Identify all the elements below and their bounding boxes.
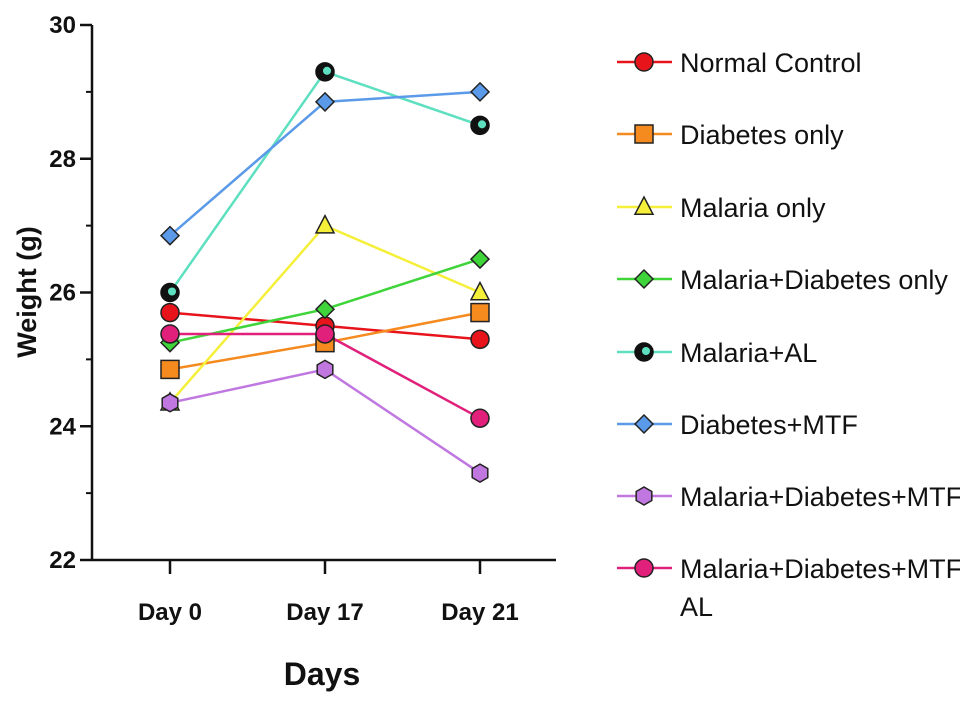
y-tick-label: 22 xyxy=(49,547,76,574)
data-point xyxy=(315,62,335,82)
data-point xyxy=(635,486,653,506)
series-markers xyxy=(159,62,491,483)
legend-label-line: Malaria+Diabetes+MTF+ xyxy=(680,554,960,584)
data-point xyxy=(633,195,655,215)
data-point xyxy=(634,52,654,72)
data-point xyxy=(469,280,491,301)
legend-item: Malaria only xyxy=(617,193,826,223)
y-tick-label: 28 xyxy=(49,146,76,173)
data-point-core xyxy=(322,66,332,75)
series-lines xyxy=(168,70,481,475)
y-tick-label: 24 xyxy=(49,413,76,440)
legend-label: Diabetes only xyxy=(680,120,844,150)
data-point xyxy=(634,342,654,362)
legend-item: Normal Control xyxy=(617,48,862,78)
legend-item: Malaria+AL xyxy=(617,338,817,368)
legend-label-line: AL xyxy=(680,592,713,622)
data-point xyxy=(469,249,491,270)
legend-label: Diabetes+MTF xyxy=(680,410,858,440)
x-tick-label: Day 17 xyxy=(286,599,363,626)
data-point xyxy=(470,115,490,136)
axes: 22 24 26 28 30 Day 0 Day 17 Day 21 Days Weight (g… xyxy=(12,12,556,692)
legend-label: Malaria+Diabetes+MTF+ AL xyxy=(680,554,960,622)
legend-label: Normal Control xyxy=(680,48,862,78)
legend-label: Malaria+Diabetes only xyxy=(680,265,948,295)
legend-label: Malaria+Diabetes+MTF xyxy=(680,482,960,512)
data-point xyxy=(159,225,181,246)
y-axis-title: Weight (g) xyxy=(12,226,42,357)
x-tick-label: Day 0 xyxy=(138,599,202,626)
legend-label: Malaria+AL xyxy=(680,338,817,368)
data-point xyxy=(470,408,490,428)
data-point xyxy=(634,558,654,578)
data-point xyxy=(160,324,180,344)
data-point xyxy=(315,324,335,344)
data-point xyxy=(470,302,490,323)
data-point xyxy=(633,268,655,290)
x-tick-label: Day 21 xyxy=(441,599,518,626)
data-point xyxy=(469,81,491,102)
legend: Normal Control Diabetes only Malaria only M… xyxy=(617,48,960,622)
data-point xyxy=(633,413,655,435)
legend-item: Malaria+Diabetes only xyxy=(617,265,948,295)
data-point-core xyxy=(477,120,487,129)
data-point xyxy=(160,282,180,303)
legend-item: Malaria+Diabetes+MTF xyxy=(617,482,960,512)
data-point xyxy=(161,392,179,413)
data-point-core xyxy=(641,346,651,356)
data-point xyxy=(160,302,180,323)
legend-item: Malaria+Diabetes+MTF+ AL xyxy=(617,554,960,622)
data-point xyxy=(470,329,490,350)
data-point xyxy=(634,124,654,144)
data-point xyxy=(314,91,336,112)
y-tick-label: 30 xyxy=(49,12,76,39)
legend-item: Diabetes+MTF xyxy=(617,410,858,440)
legend-item: Diabetes only xyxy=(617,120,844,150)
legend-label: Malaria only xyxy=(680,193,826,223)
data-point xyxy=(314,299,336,320)
data-point xyxy=(316,359,334,380)
series-line xyxy=(169,368,481,475)
data-point-core xyxy=(167,287,177,296)
data-point xyxy=(314,214,336,234)
y-tick-label: 26 xyxy=(49,280,76,307)
data-point xyxy=(160,359,180,380)
x-axis-title: Days xyxy=(284,656,361,692)
data-point xyxy=(471,463,489,483)
